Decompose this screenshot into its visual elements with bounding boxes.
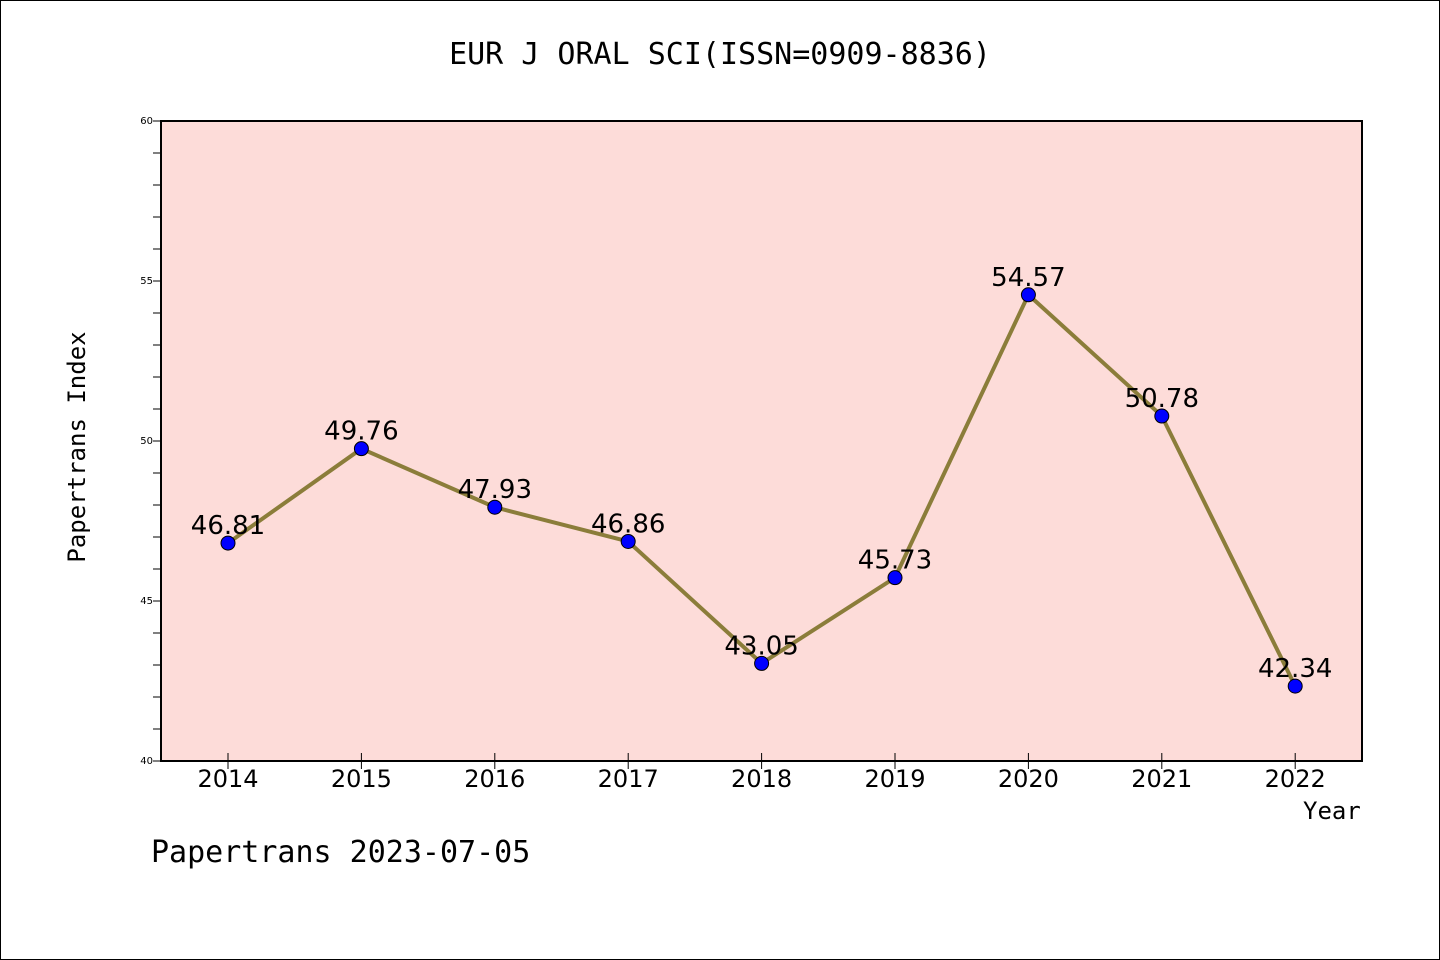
data-point bbox=[754, 655, 770, 671]
data-label: 54.57 bbox=[991, 263, 1065, 293]
y-axis-ticks: 40 45 50 55 60 bbox=[140, 116, 161, 767]
data-point bbox=[487, 499, 503, 515]
x-tick-label: 2016 bbox=[464, 765, 525, 793]
plot-area bbox=[160, 120, 1363, 762]
footer-text: Papertrans 2023-07-05 bbox=[151, 835, 531, 870]
data-label: 42.34 bbox=[1258, 654, 1332, 684]
x-tick-label: 2017 bbox=[598, 765, 659, 793]
data-point bbox=[220, 535, 236, 551]
x-tick-label: 2015 bbox=[331, 765, 392, 793]
data-label-layer: 46.81 49.76 47.93 46.86 43.05 45.73 54.57 50.78… bbox=[191, 263, 1333, 684]
data-point bbox=[887, 570, 903, 586]
data-label: 50.78 bbox=[1125, 384, 1199, 414]
chart-title: EUR J ORAL SCI(ISSN=0909-8836) bbox=[449, 37, 991, 72]
data-label: 47.93 bbox=[458, 475, 532, 505]
x-tick-label: 2019 bbox=[864, 765, 925, 793]
y-tick-label: 45 bbox=[140, 596, 153, 607]
x-tick-label: 2020 bbox=[998, 765, 1059, 793]
data-label: 46.81 bbox=[191, 511, 265, 541]
data-label: 46.86 bbox=[591, 509, 665, 539]
data-point bbox=[353, 441, 369, 457]
x-tick-label: 2014 bbox=[197, 765, 258, 793]
y-tick-label: 55 bbox=[140, 276, 153, 287]
data-label: 49.76 bbox=[324, 417, 398, 447]
data-point bbox=[1287, 678, 1303, 694]
series-layer bbox=[220, 287, 1303, 694]
y-tick-label: 40 bbox=[140, 756, 153, 767]
x-axis-ticks: 2014 2015 2016 2017 2018 2019 2020 2021 2022 bbox=[197, 753, 1326, 793]
data-point bbox=[620, 533, 636, 549]
data-point bbox=[1020, 287, 1036, 303]
x-tick-label: 2022 bbox=[1265, 765, 1326, 793]
y-tick-label: 60 bbox=[140, 116, 153, 127]
data-label: 45.73 bbox=[858, 546, 932, 576]
data-label: 43.05 bbox=[724, 631, 798, 661]
y-tick-label: 50 bbox=[140, 436, 153, 447]
x-tick-label: 2018 bbox=[731, 765, 792, 793]
x-axis-label: Year bbox=[1303, 797, 1361, 825]
data-point bbox=[1154, 408, 1170, 424]
x-tick-label: 2021 bbox=[1131, 765, 1192, 793]
